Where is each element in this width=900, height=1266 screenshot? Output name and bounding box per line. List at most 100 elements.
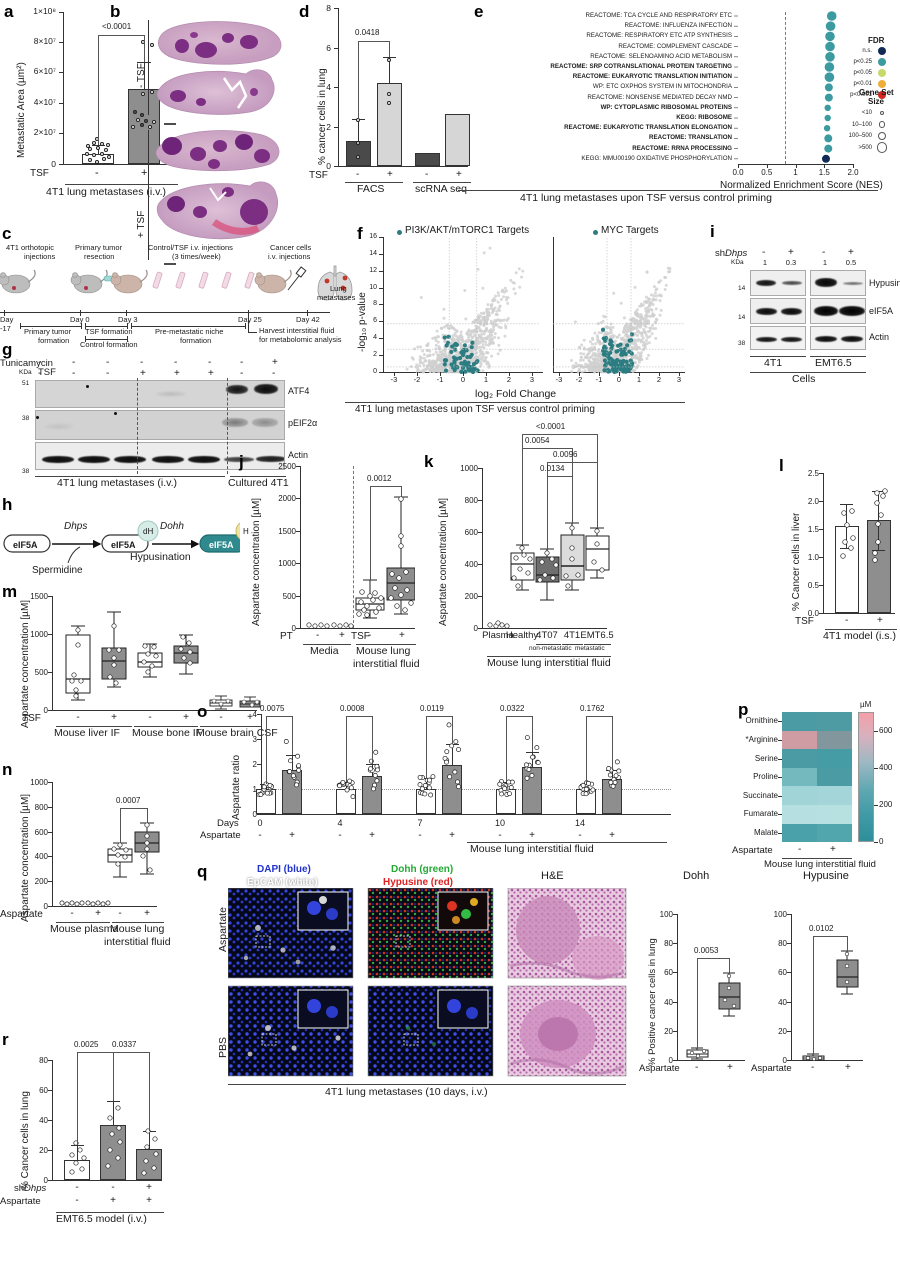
panel-f-highlight-point <box>606 360 611 365</box>
panel-o-point <box>295 753 301 759</box>
panel-n-ytick-label: 0 <box>43 902 48 911</box>
panel-k-ytick-mark <box>478 628 482 629</box>
panel-f-xtick <box>619 372 620 376</box>
panel-o-bar <box>362 776 382 814</box>
panel-q2-ytick-label: 0 <box>782 1056 787 1065</box>
panel-m-box-liver-minus <box>65 625 91 701</box>
panel-n-group-0: Mouse plasma <box>50 923 119 935</box>
panel-f-highlight-point <box>602 358 608 363</box>
panel-o-sign-plus: + <box>529 830 535 841</box>
panel-k-ytick-label: 1000 <box>460 464 478 473</box>
panel-d-ytick-0: 0 <box>326 161 331 171</box>
panel-n-ytick-label: 400 <box>34 852 48 862</box>
panel-f-ytick <box>379 321 383 323</box>
panel-k-xtick: EMT6.5 <box>580 630 614 641</box>
panel-g-row1-value: - <box>106 357 110 368</box>
panel-g-row1-value: - <box>72 357 76 368</box>
panel-d-xtick-2: - <box>425 169 429 180</box>
panel-k-pvalue-1: 0.0054 <box>525 436 550 445</box>
panel-i-caption: Cells <box>792 373 816 385</box>
panel-j-ytick-mark <box>296 530 300 532</box>
panel-j-ytick-mark <box>296 595 300 597</box>
panel-l-ytick-mark <box>819 557 823 558</box>
panel-r-letter: r <box>2 1030 9 1049</box>
panel-e-row-label: KEGG: MMU00190 OXIDATIVE PHOSPHORYLATION <box>581 154 732 162</box>
panel-m-ytick-mark <box>48 672 52 673</box>
panel-e-row-label: REACTOME: COMPLEMENT CASCADE <box>618 42 732 50</box>
panel-m-group-1: Mouse bone IF <box>132 727 203 739</box>
panel-o-letter: o <box>197 702 208 721</box>
panel-k-sublabel-1: metastatic <box>575 645 605 652</box>
panel-q2-ytick-mark <box>787 1030 791 1032</box>
panel-p-row-label: Aspartate <box>732 845 773 856</box>
panel-m-xtick: - <box>219 712 223 723</box>
panel-f-highlight-point <box>461 352 466 358</box>
panel-c-step-3b: (3 times/week) <box>172 252 221 261</box>
panel-o-point <box>337 783 343 789</box>
panel-m-ytick-label: 0 <box>43 706 48 715</box>
panel-o-ytick-label: 2 <box>252 760 257 769</box>
panel-o-sigv <box>266 716 267 784</box>
panel-f-xtick <box>599 372 600 376</box>
panel-q-chart-hypusine: Hypusine 0 20 40 60 80 100 <box>751 870 890 1100</box>
panel-q-header-left-a: DAPI (blue) <box>257 864 311 875</box>
panel-c-letter: c <box>2 224 12 243</box>
panel-b: b - TSF + TSF <box>110 0 290 290</box>
syringe-icon-big <box>287 266 307 291</box>
panel-j-letter: j <box>239 452 244 471</box>
panel-f-highlight-point <box>601 336 606 341</box>
panel-o-day-label: 14 <box>574 818 585 828</box>
panel-f-xtick-label: -2 <box>413 375 421 384</box>
panel-e-xtick-mark <box>853 164 854 168</box>
panel-f-highlight-point <box>460 365 466 370</box>
panel-m-ytick-mark <box>48 710 52 711</box>
lung-icon <box>317 265 353 301</box>
panel-o-err <box>452 744 453 766</box>
panel-o-day-label: 10 <box>494 818 505 828</box>
panel-f-highlight-point <box>454 356 459 361</box>
panel-j-left-group: Media <box>310 645 339 657</box>
panel-b-top-label: - TSF <box>136 63 147 88</box>
panel-f-xlabel: log₂ Fold Change <box>475 388 557 400</box>
panel-h-letter: h <box>2 495 13 514</box>
panel-o-sigv <box>586 716 587 784</box>
panel-k-ytick-label: 200 <box>464 592 478 601</box>
panel-f-highlight-point <box>449 362 454 367</box>
panel-p-cbtick-label: 0 <box>879 837 884 846</box>
panel-p-row-tick <box>778 758 782 760</box>
panel-f-xtick-label: -3 <box>390 375 398 384</box>
panel-l-ytick-mark <box>819 473 823 474</box>
panel-o-point <box>614 759 620 765</box>
panel-q1-ytick-label: 100 <box>659 910 673 919</box>
panel-f-xtick-label: 2 <box>656 375 662 384</box>
panel-f-highlight-point <box>610 362 616 367</box>
panel-f-ytick-label: 4 <box>373 334 377 342</box>
panel-o-point <box>524 735 530 741</box>
panel-o-sigv <box>506 716 507 782</box>
panel-k-caption: Mouse lung interstitial fluid <box>487 657 611 669</box>
panel-f-highlight-point <box>629 332 635 337</box>
panel-a-ytick-5: 1×10⁸ <box>33 6 56 16</box>
panel-r: r % Cancer cells in lung 0 20 40 60 80 0.002… <box>0 1030 195 1240</box>
panel-q-chart1-title: Dohh <box>683 870 710 882</box>
panel-e-legend-fdr-title: FDR <box>868 36 885 45</box>
panel-p-row-tick <box>778 721 782 723</box>
panel-p-cell <box>817 805 852 824</box>
panel-f-highlight-point <box>608 356 613 361</box>
panel-o-point <box>447 774 453 780</box>
panel-i-mw-1: 14 <box>738 314 746 321</box>
panel-e-xtick-mark <box>795 164 797 168</box>
panel-f-ytick <box>379 236 383 238</box>
panel-o-point <box>456 784 461 790</box>
panel-a-ytick-0: 0 <box>51 159 56 169</box>
panel-j-media-plus <box>331 622 354 629</box>
panel-m-ytick-mark <box>48 634 52 635</box>
panel-c-phase-4b: formation <box>180 336 212 345</box>
panel-o-point <box>502 786 508 791</box>
panel-f-ytick-label: 0 <box>373 368 377 375</box>
panel-e-fdr-label: p<0.25 <box>853 59 872 65</box>
panel-o-point <box>294 782 300 788</box>
panel-n-xtick: + <box>95 908 101 919</box>
panel-c-step-1: 4T1 orthotopic <box>6 243 54 252</box>
panel-q-caption: 4T1 lung metastases (10 days, i.v.) <box>325 1086 488 1098</box>
